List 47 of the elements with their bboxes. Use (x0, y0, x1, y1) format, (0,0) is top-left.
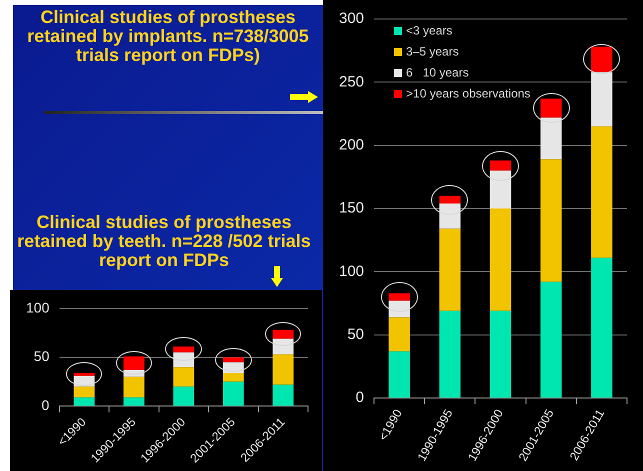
bar (272, 338, 294, 354)
bar (439, 203, 461, 229)
bar (222, 382, 244, 406)
bar (540, 159, 562, 282)
bar (540, 282, 562, 398)
bar (490, 310, 512, 398)
bar (173, 346, 194, 352)
y-tick-label: 250 (338, 73, 364, 90)
bar (490, 208, 512, 311)
bar (388, 351, 410, 398)
legend-label: 6 10 years (406, 65, 469, 80)
legend-label: <3 years (406, 23, 452, 38)
y-tick-label: 100 (338, 262, 364, 280)
bar (74, 386, 95, 398)
bar (272, 384, 294, 406)
bar (490, 170, 512, 209)
bar (272, 354, 294, 385)
bar (540, 118, 562, 160)
legend-label: >10 years observations (406, 86, 530, 100)
bar (591, 72, 612, 126)
y-tick-label: 0 (42, 397, 50, 414)
text: Clinical studies of prostheses retained by implants. n=738/3005 trials report on FDPs) (26, 7, 310, 65)
bar (439, 196, 461, 204)
bar (439, 310, 461, 398)
bar (439, 228, 461, 311)
bar (74, 372, 95, 376)
chart-title: Clinical studies of prostheses retained by teeth. n=228 /502 trials report on FDPs (16, 212, 312, 270)
y-tick-label: 150 (338, 200, 364, 217)
bar (222, 372, 244, 382)
bar (388, 317, 410, 352)
bar (591, 126, 612, 258)
bar (74, 397, 95, 406)
bar (124, 376, 144, 398)
y-tick-label: 100 (26, 299, 50, 316)
y-tick-label: 300 (338, 10, 364, 28)
y-tick-label: 0 (356, 389, 364, 406)
y-tick-label: 200 (338, 136, 364, 154)
bar (124, 397, 144, 406)
bar (490, 160, 512, 171)
bar (173, 386, 194, 406)
bar (388, 293, 410, 301)
bar (591, 258, 612, 398)
y-tick-label: 50 (347, 326, 364, 344)
bar (173, 367, 194, 387)
y-tick-label: 50 (34, 348, 50, 364)
legend-label: 3–5 years (406, 44, 459, 58)
bar (222, 357, 244, 362)
